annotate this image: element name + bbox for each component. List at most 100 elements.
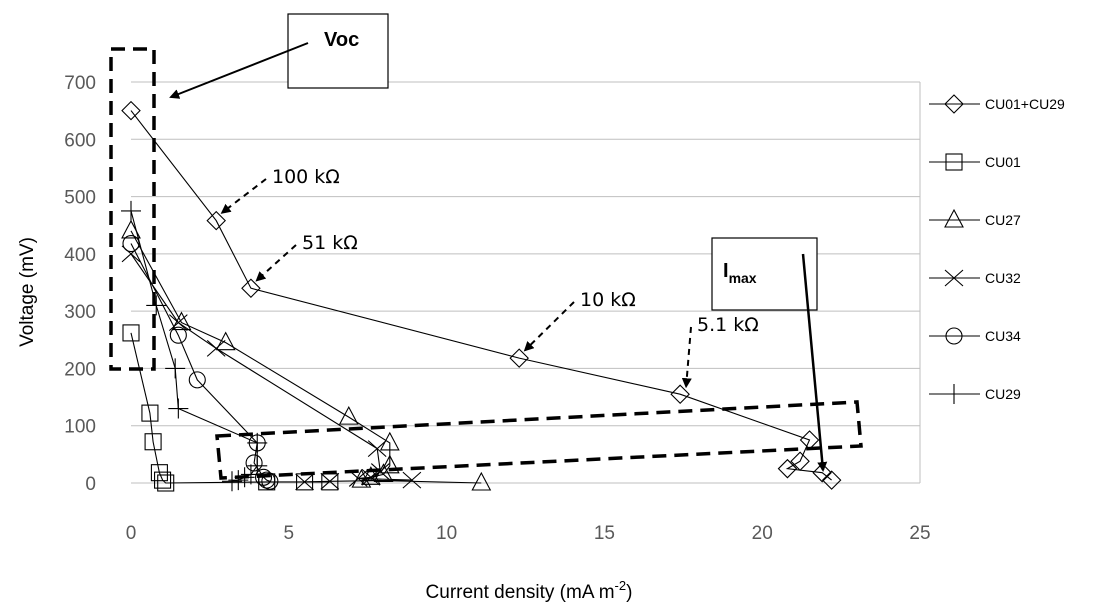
- data-point-square: [154, 471, 172, 489]
- data-point-triangle: [215, 331, 236, 351]
- y-tick-label: 100: [64, 417, 96, 438]
- annotation-label: 51 kΩ: [302, 232, 358, 254]
- legend: CU01+CU29 CU01 CU27 CU32 CU34 CU29: [929, 94, 1065, 404]
- x-tick-label: 20: [752, 523, 773, 544]
- x-tick-label: 0: [126, 523, 137, 544]
- legend-item: CU34: [929, 327, 1021, 345]
- data-point-x: [367, 440, 387, 458]
- data-point-plus: [165, 358, 186, 379]
- resistance-annotations: 100 kΩ 51 kΩ 10 kΩ 5.1 kΩ: [220, 166, 759, 389]
- gridlines: [131, 81, 921, 484]
- series-cu29: [121, 200, 268, 492]
- data-point-plus: [221, 471, 242, 492]
- legend-item: CU01: [929, 153, 1021, 171]
- series-line: [130, 253, 412, 483]
- x-tick-label: 5: [284, 523, 295, 544]
- data-point-circle: [261, 472, 279, 490]
- data-point-square: [122, 324, 140, 342]
- x-axis-title: Current density (mA m-2): [426, 578, 633, 603]
- data-point-circle: [188, 371, 206, 389]
- data-point-plus: [228, 470, 249, 491]
- data-point-square: [141, 404, 159, 422]
- data-point-diamond: [821, 470, 842, 490]
- data-point-triangle: [471, 471, 492, 491]
- y-tick-label: 700: [64, 73, 96, 94]
- data-point-x: [402, 471, 422, 489]
- data-point-triangle: [338, 405, 359, 425]
- y-tick-label: 500: [64, 188, 96, 209]
- annotation-arrow: [523, 301, 575, 352]
- series-cu01-cu29: [121, 100, 842, 490]
- data-point-square: [945, 153, 963, 171]
- data-point-x: [944, 269, 964, 287]
- data-point-x: [206, 339, 226, 357]
- data-point-plus: [121, 200, 141, 221]
- legend-item: CU01+CU29: [929, 94, 1065, 114]
- series-line: [130, 210, 258, 482]
- legend-item: CU32: [929, 269, 1021, 287]
- data-point-plus: [146, 295, 167, 316]
- data-point-circle: [169, 326, 187, 344]
- series-line: [130, 243, 271, 482]
- data-point-diamond: [812, 462, 832, 483]
- imax-callout: Imax: [711, 237, 828, 472]
- data-point-triangle: [379, 454, 400, 474]
- svg-text:Voc: Voc: [324, 29, 359, 51]
- legend-item: CU27: [929, 208, 1021, 228]
- series-cu32: [121, 245, 422, 491]
- legend-label: CU01+CU29: [985, 96, 1065, 112]
- legend-item: CU29: [929, 384, 1021, 404]
- data-point-diamond: [241, 278, 261, 299]
- data-point-diamond: [670, 384, 690, 404]
- data-point-diamond: [206, 210, 226, 231]
- imax-region: [215, 400, 863, 480]
- x-tick-label: 10: [436, 523, 457, 544]
- data-point-diamond: [790, 451, 810, 472]
- legend-label: CU32: [985, 270, 1021, 286]
- series-layer: [121, 100, 842, 492]
- legend-label: CU34: [985, 328, 1021, 344]
- x-tick-label: 25: [909, 523, 930, 544]
- series-line: [130, 332, 330, 484]
- data-point-plus: [247, 432, 268, 453]
- data-point-square: [144, 433, 162, 451]
- data-point-triangle: [171, 311, 192, 331]
- annotation-label: 5.1 kΩ: [697, 314, 759, 336]
- data-point-square: [150, 464, 168, 482]
- voc-callout: Voc: [169, 13, 389, 99]
- data-point-x: [295, 473, 314, 491]
- legend-label: CU27: [985, 212, 1021, 228]
- y-axis-title: Voltage (mV): [17, 237, 38, 347]
- data-point-diamond: [121, 100, 141, 121]
- data-point-diamond: [944, 94, 964, 114]
- data-point-triangle: [944, 208, 964, 228]
- y-tick-label: 200: [64, 359, 96, 380]
- annotation-label: 10 kΩ: [580, 289, 636, 311]
- annotation-arrow: [255, 244, 297, 282]
- legend-label: CU01: [985, 154, 1021, 170]
- y-tick-label: 300: [64, 302, 96, 323]
- data-point-circle: [122, 234, 140, 253]
- x-axis-ticks: 0 5 10 15 20 25: [126, 523, 931, 544]
- series-cu01: [122, 324, 339, 492]
- data-point-x: [320, 472, 340, 490]
- annotation-arrow: [220, 178, 267, 214]
- data-point-plus: [944, 384, 964, 404]
- y-tick-label: 600: [64, 130, 96, 151]
- series-line: [130, 110, 832, 481]
- voc-region: [109, 47, 156, 371]
- data-point-square: [157, 474, 175, 492]
- series-cu27: [121, 219, 492, 491]
- svg-text:Imax: Imax: [723, 260, 757, 286]
- y-tick-label: 400: [64, 245, 96, 266]
- annotation-arrow: [681, 326, 692, 389]
- data-point-diamond: [509, 348, 529, 368]
- data-point-x: [168, 314, 188, 332]
- data-point-plus: [168, 398, 189, 419]
- series-line: [130, 230, 482, 484]
- legend-label: CU29: [985, 386, 1021, 402]
- y-axis-ticks: 0 100 200 300 400 500 600 700: [64, 73, 96, 495]
- series-cu34: [122, 234, 279, 490]
- y-tick-label: 0: [85, 474, 96, 495]
